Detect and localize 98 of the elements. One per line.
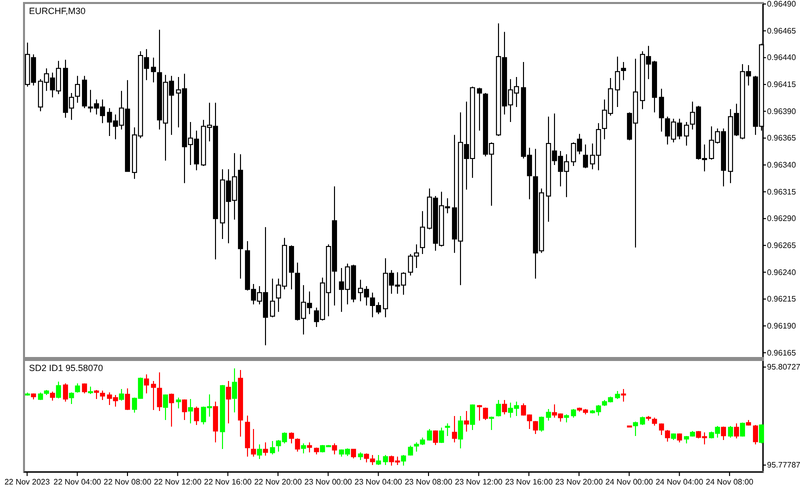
y-tick-label: 0.96465 <box>767 26 796 36</box>
candlestick <box>68 392 74 404</box>
candlestick <box>226 380 232 424</box>
candlestick <box>502 400 508 415</box>
candlestick <box>156 372 162 412</box>
y-tick-label: 95.80727 <box>767 362 800 372</box>
y-tick-label: 0.96365 <box>767 134 796 143</box>
candlestick <box>614 56 620 108</box>
candlestick <box>144 374 150 394</box>
candlestick <box>168 393 174 428</box>
candlestick <box>270 278 276 318</box>
y-tick-label: 0.96190 <box>767 321 796 330</box>
x-tick-label: 22 Nov 2023 <box>4 478 50 487</box>
x-tick-label: 22 Nov 16:00 <box>204 478 252 487</box>
candlestick <box>232 368 238 413</box>
candlestick <box>632 421 638 436</box>
candlestick <box>482 407 488 420</box>
candlestick <box>420 210 426 254</box>
y-tick-label: 0.96265 <box>767 240 796 250</box>
candlestick <box>150 380 156 410</box>
candlestick <box>400 454 406 466</box>
candlestick <box>150 57 156 83</box>
x-tick-label: 23 Nov 04:00 <box>354 478 403 487</box>
candlestick <box>194 406 200 426</box>
candlestick <box>56 381 62 399</box>
candlestick <box>464 410 470 432</box>
candlestick <box>470 404 476 430</box>
candlestick <box>100 390 106 400</box>
candlestick <box>300 442 306 454</box>
candlestick <box>306 442 312 453</box>
candlestick <box>350 448 356 459</box>
candlestick <box>188 398 194 424</box>
candlestick <box>262 442 268 456</box>
candlestick <box>250 428 256 458</box>
y-tick-label: 0.96440 <box>767 53 796 62</box>
candlestick <box>488 416 494 430</box>
candlestick <box>124 388 130 410</box>
x-tick-label: 22 Nov 20:00 <box>254 478 302 487</box>
y-tick-label: 95.77787 <box>767 460 800 470</box>
y-tick-label: 0.96165 <box>767 348 796 358</box>
candlestick <box>740 422 746 438</box>
candlestick <box>452 416 458 443</box>
candlestick <box>74 75 80 104</box>
candlestick <box>270 440 276 455</box>
candlestick <box>288 432 294 444</box>
x-tick-label: 24 Nov 08:00 <box>706 478 754 487</box>
chart-title: SD2 ID1 95.58070 <box>29 363 104 373</box>
x-tick-label: 23 Nov 08:00 <box>404 478 453 487</box>
x-tick-label: 22 Nov 08:00 <box>104 478 152 487</box>
y-tick-label: 0.96315 <box>767 187 796 196</box>
candlestick <box>294 438 300 452</box>
candlestick <box>332 442 338 455</box>
y-tick-label: 0.96240 <box>767 268 796 277</box>
candlestick <box>458 416 464 449</box>
y-tick-label: 0.96415 <box>767 80 796 90</box>
candlestick <box>476 87 482 132</box>
candlestick <box>382 454 388 466</box>
candlestick <box>62 382 68 402</box>
candlestick <box>546 408 552 422</box>
candlestick <box>728 426 734 438</box>
candlestick <box>658 88 664 132</box>
x-tick-label: 22 Nov 04:00 <box>54 478 102 487</box>
candlestick <box>758 424 764 444</box>
candlestick <box>438 427 444 444</box>
candlestick <box>376 454 382 466</box>
candlestick <box>752 424 758 445</box>
candlestick <box>176 397 182 409</box>
candlestick <box>620 388 626 402</box>
candlestick <box>538 416 544 432</box>
y-tick-label: 0.96290 <box>767 214 796 224</box>
x-tick-label: 23 Nov 00:00 <box>304 478 353 487</box>
x-tick-label: 23 Nov 20:00 <box>555 478 604 487</box>
candlestick <box>734 422 740 439</box>
candlestick <box>118 388 124 402</box>
x-tick-label: 22 Nov 12:00 <box>154 478 202 487</box>
candlestick <box>496 400 502 417</box>
y-tick-label: 0.96390 <box>767 106 796 116</box>
candlestick <box>582 144 588 169</box>
y-tick-label: 0.96215 <box>767 294 796 304</box>
candlestick <box>664 430 670 442</box>
x-tick-label: 23 Nov 16:00 <box>505 478 554 487</box>
candlestick <box>182 398 188 420</box>
candlestick <box>532 420 538 434</box>
y-tick-label: 0.96340 <box>767 160 796 170</box>
candlestick <box>476 404 482 422</box>
candlestick <box>432 430 438 446</box>
candlestick <box>256 444 262 460</box>
candlestick <box>684 122 690 146</box>
candlestick <box>74 382 80 394</box>
y-tick-label: 0.96490 <box>767 0 796 9</box>
candlestick <box>444 422 450 436</box>
candlestick <box>720 426 726 440</box>
x-tick-label: 24 Nov 04:00 <box>656 478 704 487</box>
chart-title: EURCHF,M30 <box>29 6 86 16</box>
candlestick <box>620 61 626 81</box>
x-tick-label: 23 Nov 12:00 <box>454 478 504 487</box>
candlestick <box>162 394 168 420</box>
x-tick-label: 24 Nov 00:00 <box>605 478 654 487</box>
